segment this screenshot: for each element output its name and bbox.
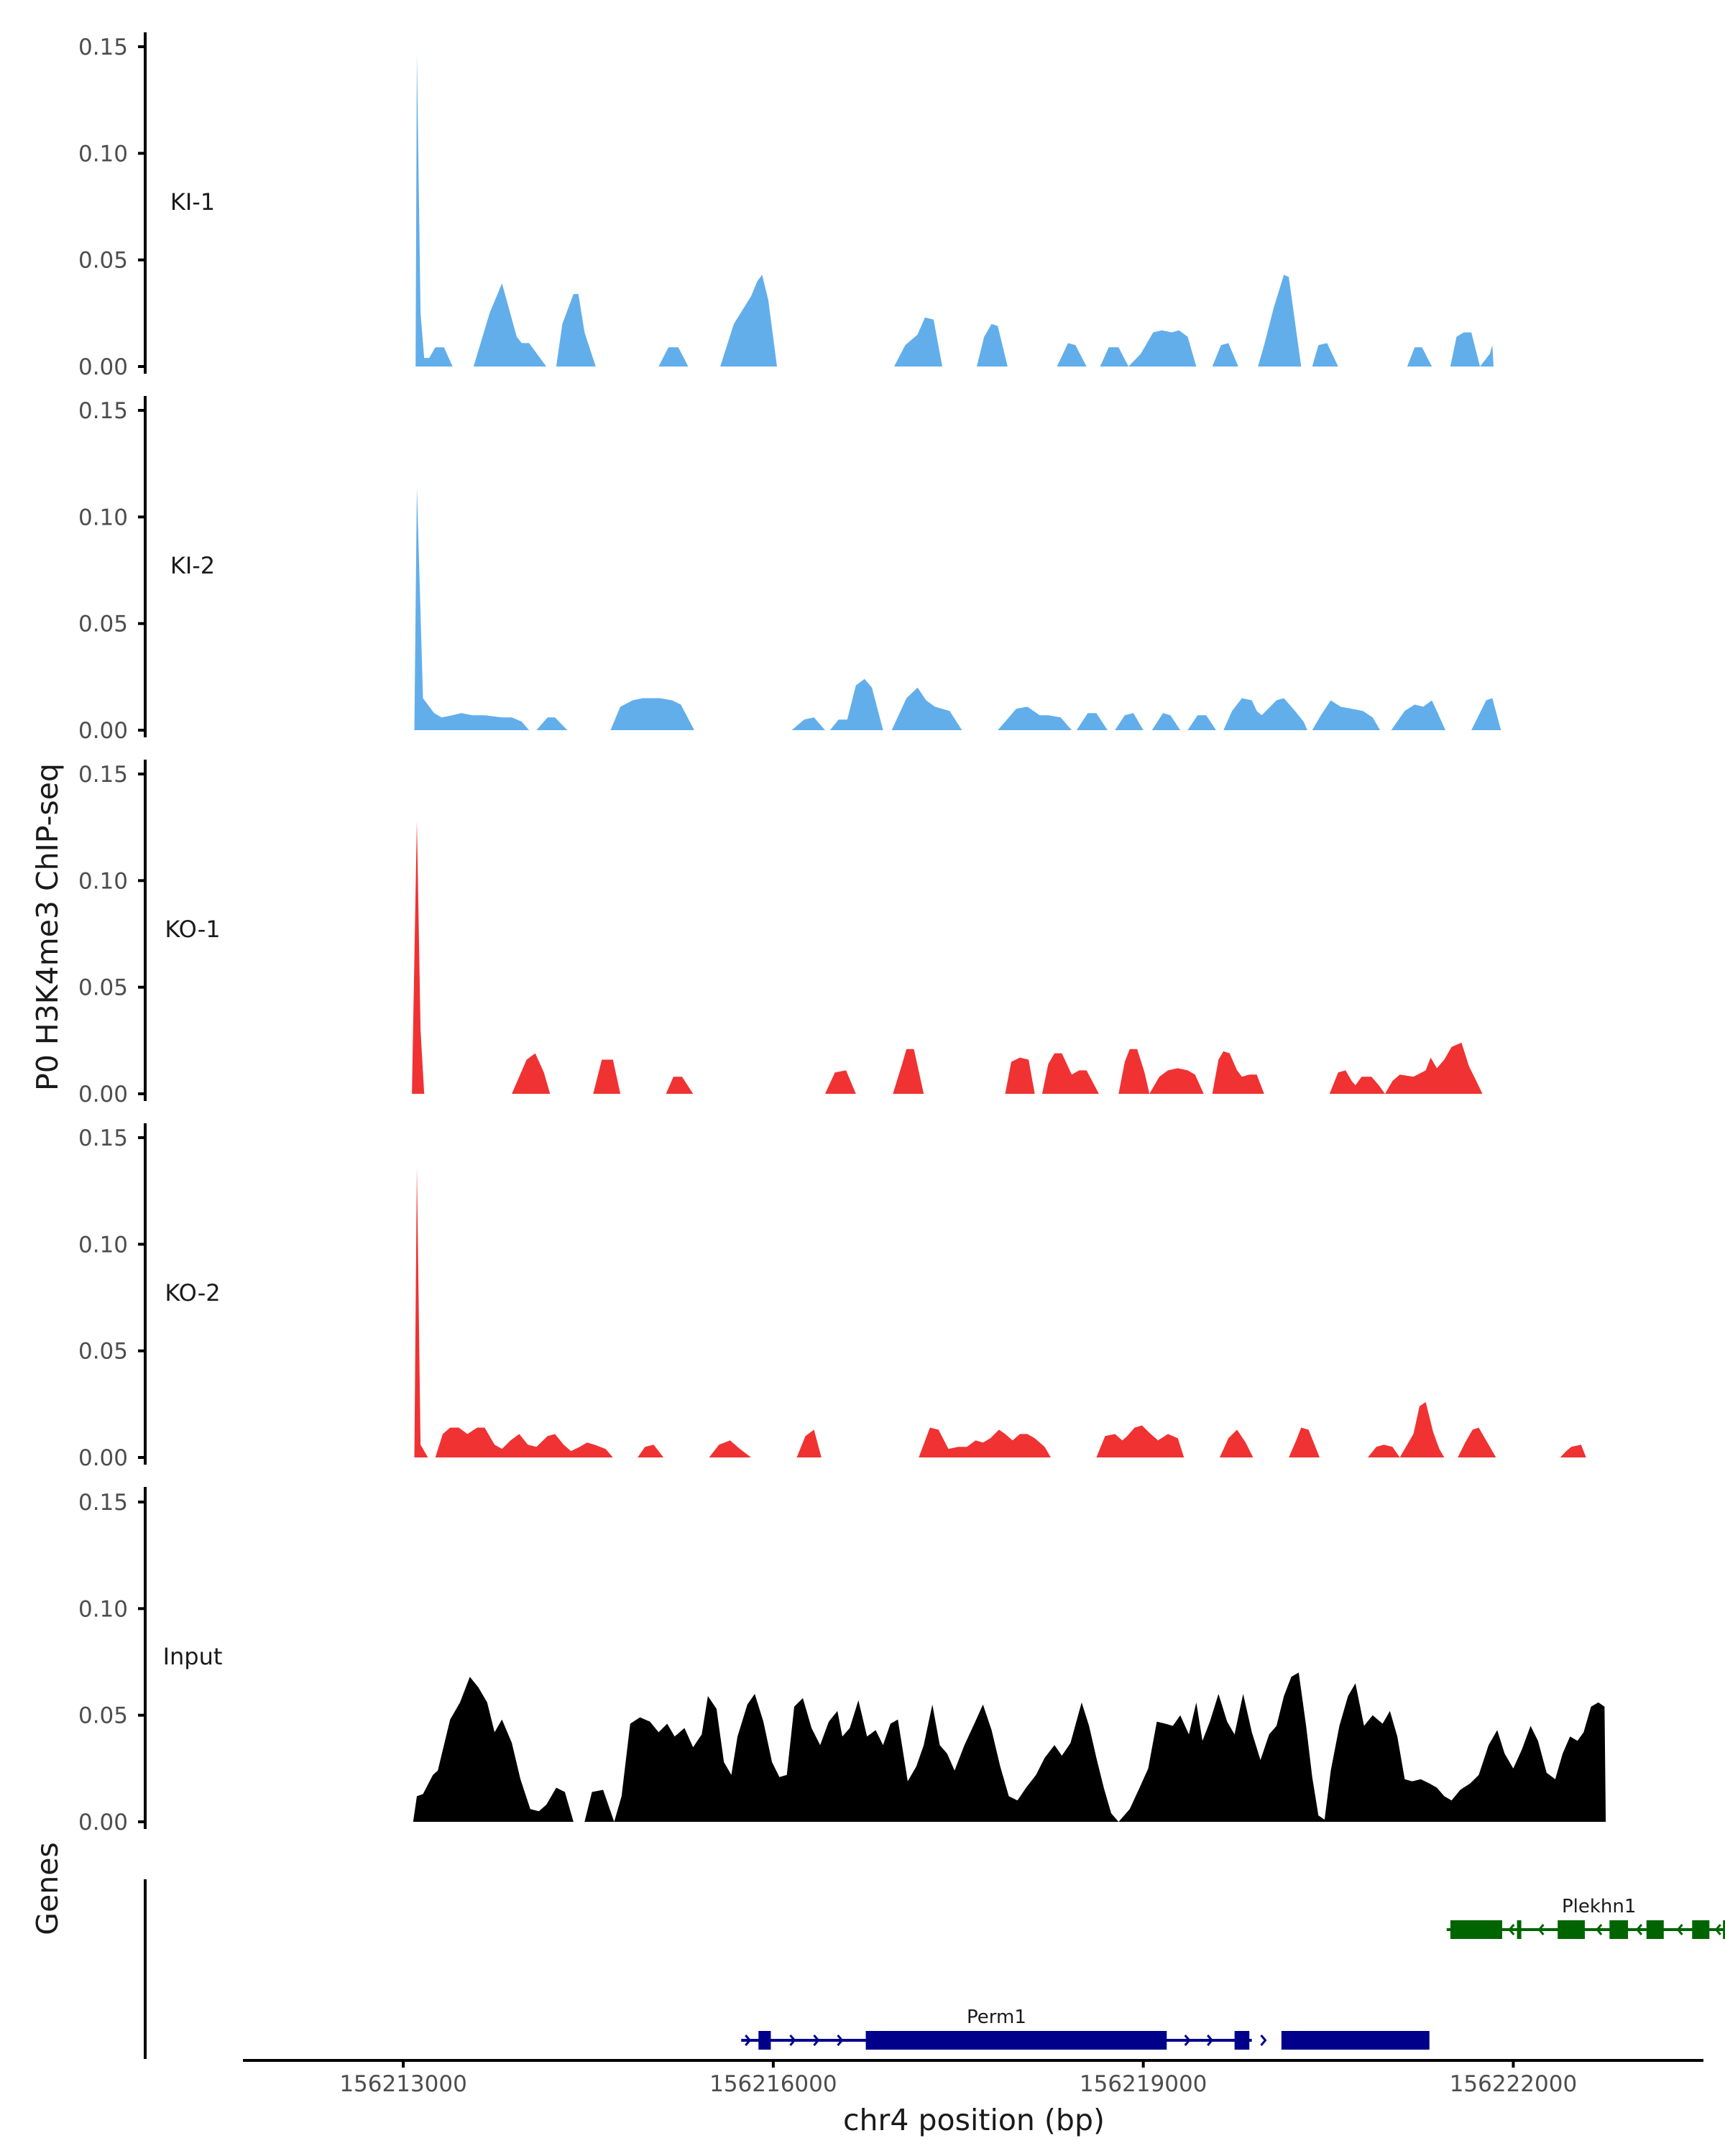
y-tick-label: 0.05 xyxy=(78,248,128,274)
exon xyxy=(865,2031,1167,2050)
strand-arrow xyxy=(1260,2035,1267,2046)
panel-input: 0.00 0.05 0.10 0.15 Input xyxy=(78,1487,1606,1835)
y-tick-label: 0.10 xyxy=(78,505,128,530)
exon xyxy=(1450,1920,1503,1939)
exon xyxy=(1517,1920,1522,1939)
coverage-area-ko-2 xyxy=(414,1167,1586,1457)
exon xyxy=(1281,2031,1430,2050)
y-tick-label: 0.05 xyxy=(78,612,128,637)
x-tick-label: 156219000 xyxy=(1080,2071,1208,2097)
y-tick-label: 0.00 xyxy=(78,354,128,380)
coverage-area-ki-1 xyxy=(415,52,1494,367)
y-tick-label: 0.10 xyxy=(78,141,128,167)
x-axis: 156213000 156216000 156219000 156222000 xyxy=(243,2059,1703,2097)
y-tick-label: 0.10 xyxy=(78,1596,128,1622)
track-label: KO-2 xyxy=(165,1279,220,1307)
exon xyxy=(1692,1920,1710,1939)
panel-ki-1: 0.00 0.05 0.10 0.15 KI-1 xyxy=(78,32,1494,380)
exon xyxy=(1609,1920,1629,1939)
track-label: KI-1 xyxy=(170,188,215,216)
panel-ko-1: 0.00 0.05 0.10 0.15 KO-1 xyxy=(78,760,1483,1107)
strand-arrow xyxy=(813,2035,820,2046)
x-tick-label: 156216000 xyxy=(709,2071,837,2097)
strand-arrow xyxy=(789,2035,796,2046)
track-label: KI-2 xyxy=(170,552,215,579)
track-label: KO-1 xyxy=(165,916,220,943)
strand-arrow xyxy=(1207,2035,1214,2046)
y-tick-label: 0.10 xyxy=(78,868,128,894)
exon xyxy=(1234,2031,1250,2050)
strand-arrow xyxy=(1537,1924,1545,1935)
y-tick-label: 0.05 xyxy=(78,1339,128,1365)
exon xyxy=(758,2031,771,2050)
y-tick-label: 0.10 xyxy=(78,1232,128,1258)
strand-arrow xyxy=(745,2035,752,2046)
y-axis-title: P0 H3K4me3 ChIP-seq xyxy=(30,763,65,1091)
gene-perm1: Perm1 xyxy=(741,2007,1430,2050)
panel-ki-2: 0.00 0.05 0.10 0.15 KI-2 xyxy=(78,396,1501,744)
y-tick-label: 0.05 xyxy=(78,1703,128,1729)
exon xyxy=(1646,1920,1664,1939)
y-tick-label: 0.00 xyxy=(78,1445,128,1471)
track-label: Input xyxy=(163,1643,223,1670)
x-tick-label: 156222000 xyxy=(1450,2071,1578,2097)
exon xyxy=(1558,1920,1585,1939)
coverage-area-input xyxy=(413,1672,1606,1822)
strand-arrow xyxy=(1596,1924,1603,1935)
y-tick-label: 0.05 xyxy=(78,975,128,1001)
gene-label: Perm1 xyxy=(967,2007,1026,2028)
coverage-area-ko-1 xyxy=(412,821,1483,1094)
y-tick-label: 0.00 xyxy=(78,1082,128,1107)
y-tick-label: 0.00 xyxy=(78,718,128,744)
strand-arrow xyxy=(1676,1924,1683,1935)
panel-ko-2: 0.00 0.05 0.10 0.15 KO-2 xyxy=(78,1123,1586,1471)
y-tick-label: 0.15 xyxy=(78,34,128,60)
coverage-area-ki-2 xyxy=(414,487,1501,730)
coverage-panels: 0.00 0.05 0.10 0.15 KI-1 0.00 0.05 0.10 0.15 KI-2… xyxy=(78,32,1606,1835)
strand-arrow xyxy=(1508,1924,1515,1935)
strand-arrow xyxy=(1714,1924,1721,1935)
y-tick-label: 0.15 xyxy=(78,1125,128,1151)
gene-track-title: Genes xyxy=(30,1842,65,1935)
strand-arrow xyxy=(1635,1924,1643,1935)
x-axis-title: chr4 position (bp) xyxy=(843,2103,1105,2137)
y-tick-label: 0.15 xyxy=(78,398,128,424)
x-tick-label: 156213000 xyxy=(339,2071,467,2097)
strand-arrow xyxy=(837,2035,844,2046)
y-tick-label: 0.15 xyxy=(78,762,128,788)
gene-track: Perm1 Plekhn1 xyxy=(144,1879,1725,2059)
y-tick-label: 0.15 xyxy=(78,1490,128,1516)
gene-plekhn1: Plekhn1 xyxy=(1446,1896,1725,1939)
strand-arrow xyxy=(1184,2035,1191,2046)
gene-label: Plekhn1 xyxy=(1562,1896,1636,1917)
exon xyxy=(1723,1920,1725,1939)
y-tick-label: 0.00 xyxy=(78,1810,128,1835)
